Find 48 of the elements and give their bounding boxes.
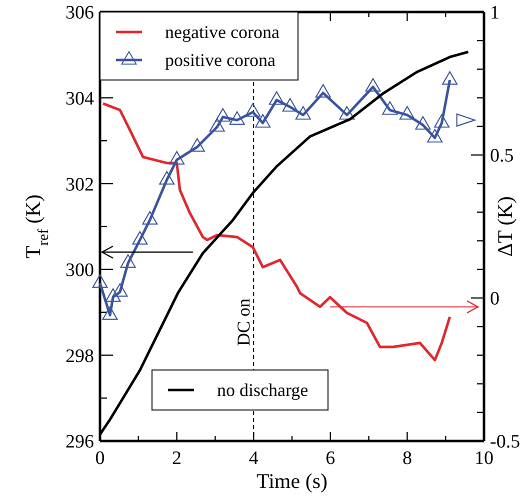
point [268,91,284,105]
y-tick-label: 306 [66,2,94,24]
point [415,116,431,130]
y-tick-label: 300 [66,260,94,282]
y2-tick-label: 0.5 [490,146,514,167]
point [295,106,311,120]
point [105,288,121,302]
point [399,106,415,120]
y2-tick-label: 0 [490,288,500,310]
x-axis-title: Time (s) [256,469,328,493]
point [365,78,381,92]
point [382,101,398,115]
point [282,98,298,112]
point [434,114,450,128]
y2-axis-title: ΔT (K) [493,196,517,257]
x-tick-label: 8 [402,448,412,470]
y-tick-label: 304 [66,88,94,110]
point [442,71,458,85]
legend-label: negative corona [165,22,280,42]
y2-tick-label: 1 [490,2,500,24]
x-tick-label: 6 [326,448,336,470]
x-tick-label: 4 [248,448,259,470]
legend-label: positive corona [165,50,276,70]
legend-label: no discharge [217,380,308,400]
y-tick-label: 298 [66,346,94,367]
point [255,114,271,128]
point [159,171,175,185]
point [339,106,355,120]
point [427,128,443,143]
y-tick-label: 302 [66,174,94,196]
point [169,150,185,165]
ref-line-label: DC on [234,298,254,346]
x-tick-label: 0 [95,448,105,470]
point [102,306,118,320]
point [142,211,158,225]
point [189,138,205,152]
point [229,111,245,125]
point [209,118,225,132]
point [215,108,231,122]
y-tick-label: 296 [66,432,94,453]
point [112,283,128,297]
point [120,254,136,268]
point [92,274,108,288]
point [132,231,148,245]
point [245,103,261,117]
line-series [102,102,452,362]
point [315,84,331,98]
x-tick-label: 2 [172,448,182,470]
